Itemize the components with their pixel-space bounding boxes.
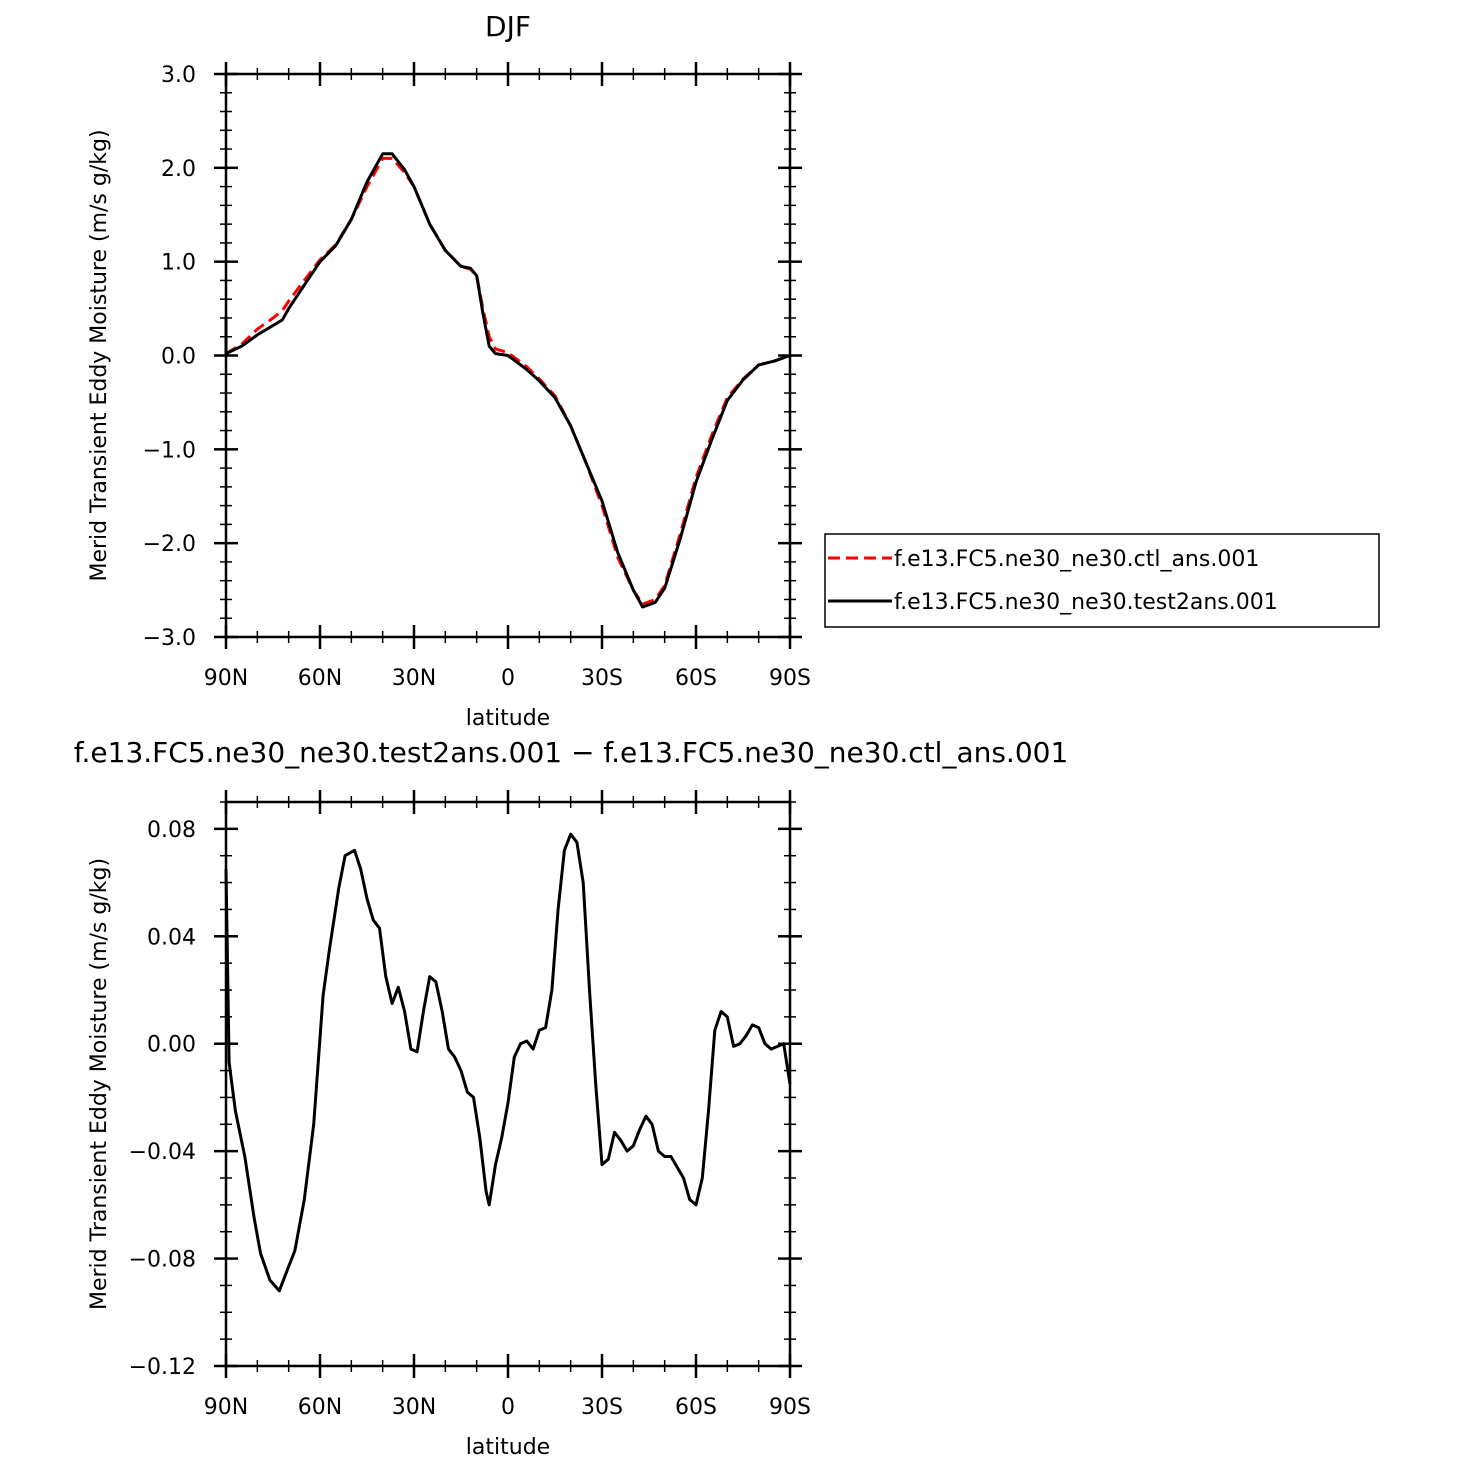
y-tick-label: −1.0 [143,438,196,463]
bottom-panel-x-axis-title: latitude [466,1435,550,1460]
y-tick-label: −3.0 [143,626,196,651]
top-panel-ticks: 90N 60N 30N 0 30S 60S 90S 3.0 2.0 1.0 0.0 −1.0 −2.0 −… [143,62,811,691]
bottom-panel-series [224,832,792,1293]
x-tick-label: 30S [581,1395,623,1420]
x-tick-label: 60S [675,1395,717,1420]
x-tick-label: 60N [298,1395,342,1420]
top-panel-x-axis-title: latitude [466,706,550,731]
x-tick-label: 0 [501,1395,515,1420]
y-tick-label: 0.08 [147,818,196,843]
x-tick-label: 60S [675,666,717,691]
top-panel: DJF Merid Transient Eddy Moisture (m/s g… [87,10,811,731]
x-tick-label: 90S [769,1395,811,1420]
y-tick-label: −2.0 [143,532,196,557]
bottom-panel-plot-frame [224,800,792,1368]
bottom-panel: f.e13.FC5.ne30_ne30.test2ans.001 − f.e13… [74,736,1069,1460]
top-panel-plot-frame [224,72,792,639]
x-tick-label: 90S [769,666,811,691]
legend: f.e13.FC5.ne30_ne30.ctl_ans.001 f.e13.FC… [824,533,1380,628]
x-tick-label: 90N [204,666,248,691]
x-tick-label: 90N [204,1395,248,1420]
y-tick-label: −0.08 [129,1248,196,1273]
y-tick-label: 3.0 [161,63,196,88]
y-tick-label: −0.12 [129,1355,196,1380]
series-line-1 [224,832,792,1293]
legend-label-ctl: f.e13.FC5.ne30_ne30.ctl_ans.001 [894,547,1259,572]
y-tick-label: 0.00 [147,1033,196,1058]
bottom-panel-y-axis-title: Merid Transient Eddy Moisture (m/s g/kg) [87,858,112,1310]
series-line-1 [225,156,791,606]
series-line-2 [224,152,791,609]
top-panel-y-axis-title: Merid Transient Eddy Moisture (m/s g/kg) [87,129,112,581]
top-panel-series [224,152,791,609]
x-tick-label: 0 [501,666,515,691]
top-panel-title: DJF [485,10,531,43]
y-tick-label: 0.04 [147,925,196,950]
x-tick-label: 60N [298,666,342,691]
x-tick-label: 30N [392,666,436,691]
legend-label-test2: f.e13.FC5.ne30_ne30.test2ans.001 [894,590,1278,615]
x-tick-label: 30N [392,1395,436,1420]
y-tick-label: 2.0 [161,157,196,182]
legend-box [824,533,1380,628]
y-tick-label: −0.04 [129,1140,196,1165]
y-tick-label: 0.0 [161,345,196,370]
x-tick-label: 30S [581,666,623,691]
y-tick-label: 1.0 [161,251,196,276]
bottom-panel-title: f.e13.FC5.ne30_ne30.test2ans.001 − f.e13… [74,736,1069,769]
